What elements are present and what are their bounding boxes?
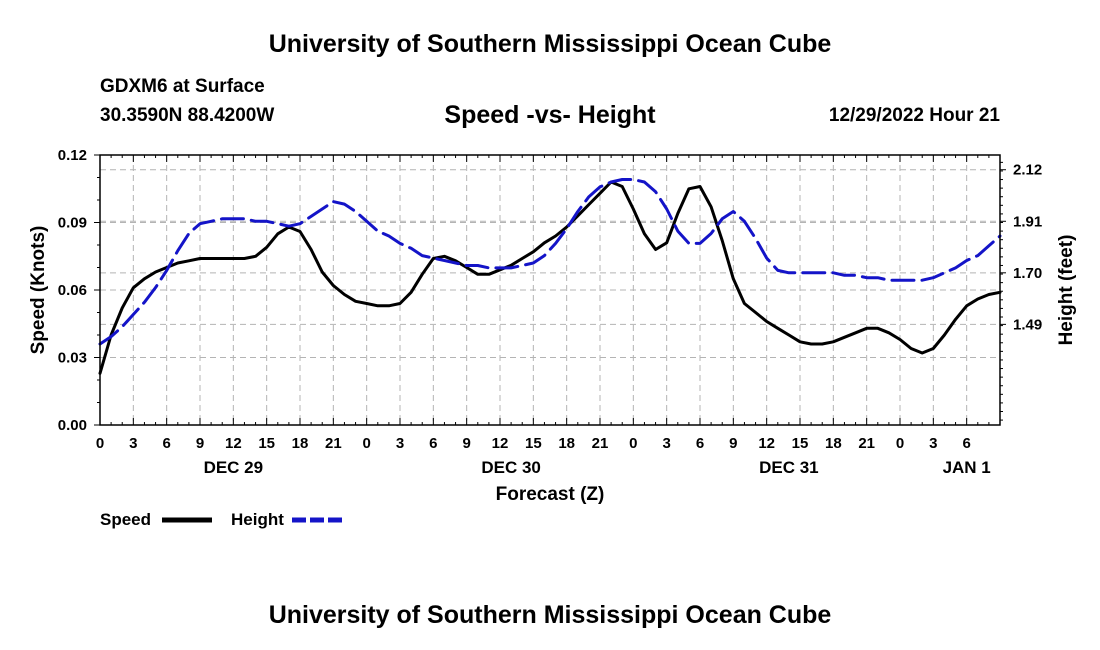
series-line-speed (98, 180, 1002, 375)
y-axis-left-title: Speed (Knots) (28, 226, 49, 355)
legend-label-height: Height (231, 510, 284, 529)
x-tick-label: 15 (525, 435, 542, 452)
x-tick-label: 6 (429, 435, 437, 452)
x-tick-label: 0 (96, 435, 104, 452)
series-line-height (98, 178, 1002, 346)
date-label: DEC 31 (759, 458, 819, 477)
y2-tick-label: 2.12 (1013, 162, 1042, 179)
x-tick-label: 21 (592, 435, 609, 452)
y2-tick-label: 1.70 (1013, 265, 1042, 282)
x-tick-label: 0 (629, 435, 637, 452)
x-tick-label: 15 (792, 435, 809, 452)
y-tick-label: 0.00 (58, 417, 87, 434)
date-label: JAN 1 (943, 458, 991, 477)
station-label: GDXM6 at Surface (100, 76, 265, 97)
legend: Speed Height (100, 510, 342, 529)
speed-height-chart: 0 3 6 9 12 15 18 21 0 3 6 9 12 15 18 21 0 3 6 9 12 15 18 21 0 3 6 D… (28, 147, 1077, 529)
y-axis-right-title: Height (feet) (1056, 235, 1077, 346)
y-tick-label: 0.06 (58, 282, 87, 299)
y2-axis-title: Height (feet) (1056, 235, 1077, 346)
plot-frame (99, 154, 1001, 426)
x-tick-label: 21 (858, 435, 875, 452)
legend-label-speed: Speed (100, 510, 151, 529)
footer-title: University of Southern Mississippi Ocean… (268, 601, 832, 629)
y-tick-label: 0.12 (58, 147, 87, 164)
x-tick-label: 3 (929, 435, 937, 452)
x-tick-label: 0 (896, 435, 904, 452)
x-tick-label: 6 (162, 435, 170, 452)
x-axis-title: Forecast (Z) (496, 484, 605, 505)
x-tick-label: 18 (825, 435, 842, 452)
x-tick-label: 3 (396, 435, 404, 452)
date-label: DEC 30 (481, 458, 541, 477)
x-tick-label: 0 (362, 435, 370, 452)
x-tick-label: 18 (292, 435, 309, 452)
chart-title: Speed -vs- Height (444, 101, 656, 129)
y-tick-label: 0.09 (58, 215, 87, 232)
x-tick-label: 21 (325, 435, 342, 452)
y-axis-title: Speed (Knots) (28, 226, 49, 355)
y-tick-label: 0.03 (58, 350, 87, 367)
x-tick-label: 15 (258, 435, 275, 452)
x-tick-label: 9 (462, 435, 470, 452)
grid-lines (100, 155, 1000, 425)
coordinates-label: 30.3590N 88.4200W (100, 105, 275, 126)
main-title: University of Southern Mississippi Ocean… (268, 30, 832, 58)
forecast-timestamp: 12/29/2022 Hour 21 (828, 105, 1000, 126)
axis-labels: 0 3 6 9 12 15 18 21 0 3 6 9 12 15 18 21 0 3 6 9 12 15 18 21 0 3 6 D… (58, 147, 1042, 477)
x-tick-label: 12 (758, 435, 775, 452)
x-tick-label: 12 (492, 435, 509, 452)
x-tick-label: 18 (558, 435, 575, 452)
date-label: DEC 29 (204, 458, 264, 477)
x-tick-label: 3 (662, 435, 670, 452)
y2-tick-label: 1.49 (1013, 316, 1042, 333)
x-tick-label: 9 (196, 435, 204, 452)
x-tick-label: 6 (962, 435, 970, 452)
series-lines (98, 178, 1002, 375)
y2-tick-label: 1.91 (1013, 213, 1042, 230)
x-tick-label: 12 (225, 435, 242, 452)
x-tick-label: 6 (696, 435, 704, 452)
x-tick-label: 3 (129, 435, 137, 452)
x-tick-label: 9 (729, 435, 737, 452)
